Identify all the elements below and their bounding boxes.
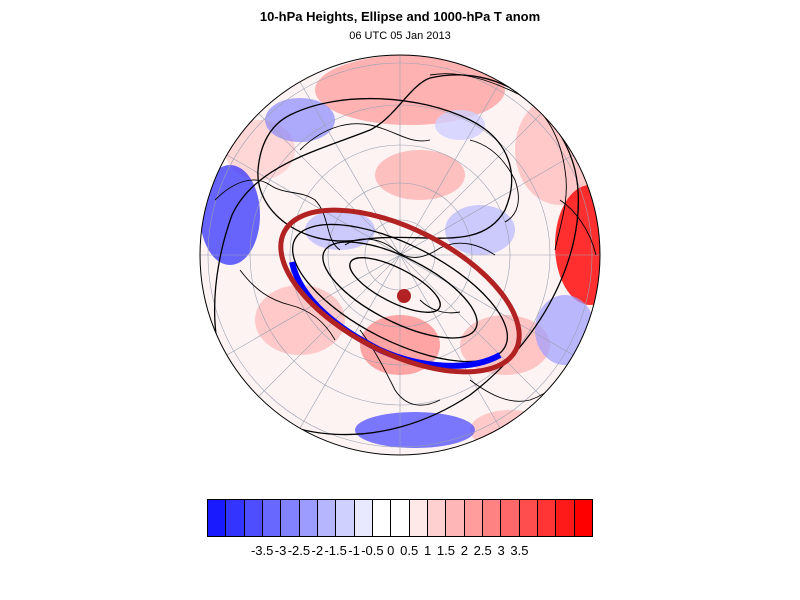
colorbar-tick-label: 0.5 xyxy=(400,543,419,558)
colorbar-tick-label: -0.5 xyxy=(361,543,384,558)
cold-anomaly xyxy=(435,110,485,140)
colorbar-tick-label: -1.5 xyxy=(324,543,347,558)
colorbar-tick-label: -1 xyxy=(348,543,360,558)
globe-border xyxy=(199,54,601,456)
warm-anomaly xyxy=(555,185,600,305)
colorbar-cell xyxy=(354,500,373,536)
colorbar-tick-label: 2 xyxy=(460,543,468,558)
chart-title: 10-hPa Heights, Ellipse and 1000-hPa T a… xyxy=(259,9,541,24)
colorbar-cell xyxy=(537,500,557,536)
cold-anomaly xyxy=(355,412,475,448)
chart-subtitle: 06 UTC 05 Jan 2013 xyxy=(349,30,451,42)
colorbar-cell xyxy=(317,500,337,536)
colorbar-cell xyxy=(519,500,538,536)
colorbar-cell xyxy=(281,500,300,536)
colorbar-tick-label: -2.5 xyxy=(287,543,311,558)
colorbar-cell xyxy=(208,500,227,536)
colorbar-tick-label: -3 xyxy=(274,543,287,558)
ellipse-center-marker xyxy=(397,289,411,303)
cold-anomaly xyxy=(265,98,335,142)
colorbar-ticks: -3.5 -3 -2.5 -2 -1.5 -1 -0.5 0 0.5 1 1.5 2 2.5 3 3.5 xyxy=(0,543,800,563)
warm-anomaly xyxy=(515,95,600,205)
colorbar-cell xyxy=(574,500,592,536)
colorbar-cell xyxy=(226,500,245,536)
colorbar-cell xyxy=(372,500,392,536)
colorbar-cell xyxy=(391,500,410,536)
cold-anomaly xyxy=(535,295,595,365)
colorbar-cell xyxy=(482,500,502,536)
colorbar-tick-label: 1 xyxy=(423,543,432,558)
colorbar xyxy=(207,499,593,537)
colorbar-tick-label: 1.5 xyxy=(436,543,455,558)
colorbar-tick-label: 2.5 xyxy=(473,543,492,558)
colorbar-cell xyxy=(262,500,282,536)
colorbar-tick-label: -2 xyxy=(311,543,324,558)
warm-anomaly xyxy=(315,55,505,125)
warm-anomaly xyxy=(470,410,550,450)
colorbar-cell xyxy=(427,500,447,536)
colorbar-cell xyxy=(299,500,318,536)
cold-anomaly xyxy=(445,205,515,255)
colorbar-cell xyxy=(244,500,263,536)
colorbar-cell xyxy=(336,500,355,536)
warm-anomaly xyxy=(255,285,345,355)
colorbar-cell xyxy=(446,500,465,536)
colorbar-cell xyxy=(409,500,428,536)
colorbar-tick-label: 0 xyxy=(387,543,395,558)
ellipse-outline xyxy=(278,207,522,375)
warm-anomaly xyxy=(375,150,465,200)
colorbar-tick-label: -3.5 xyxy=(250,543,274,558)
colorbar-cell xyxy=(556,500,575,536)
cold-anomaly xyxy=(200,165,260,265)
colorbar-cell xyxy=(464,500,483,536)
colorbar-cell xyxy=(501,500,520,536)
colorbar-tick-label: 3.5 xyxy=(510,543,529,558)
colorbar-tick-label: 3 xyxy=(497,543,505,558)
